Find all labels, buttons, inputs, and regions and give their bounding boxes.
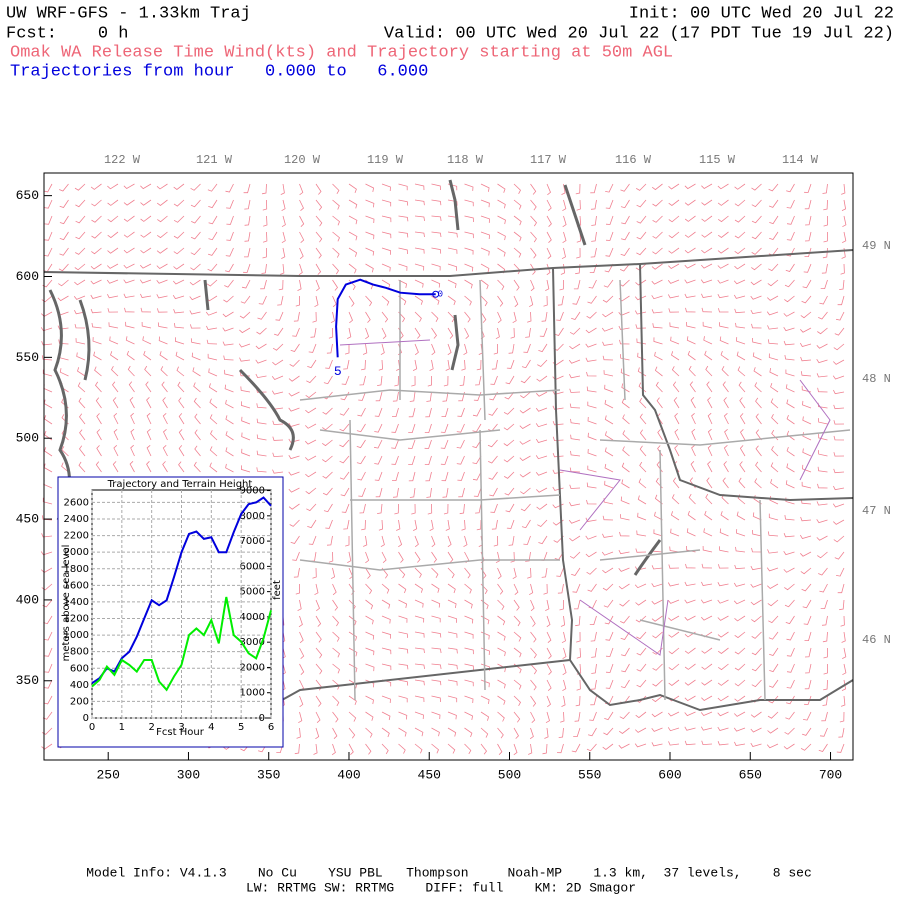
longitude-label: 117 W [530,153,567,167]
x-tick-label: 550 [578,767,601,782]
trajectory-end [432,290,440,298]
y-tick-label: 450 [16,511,39,526]
y2-tick-label: 4000 [240,612,265,623]
longitude-label: 120 W [284,153,321,167]
latitude-label: 47 N [862,504,891,518]
y2-tick-label: 1000 [240,688,265,699]
x-tick-label: 400 [337,767,360,782]
footer-line2: LW: RRTMG SW: RRTMG DIFF: full KM: 2D Sm… [246,880,636,895]
map-frame [43,172,854,761]
inset-y2-label: feet [272,580,283,600]
title: UW WRF-GFS - 1.33km Traj [6,4,251,23]
y-tick-label: 350 [16,673,39,688]
y-tick-label: 600 [70,663,89,674]
y2-tick-label: 7000 [240,536,265,547]
x-tick-label: 500 [498,767,521,782]
inset-frame [57,476,284,748]
latitude-label: 46 N [862,633,891,647]
y2-tick-label: 6000 [240,561,265,572]
trajectory-range: Trajectories from hour 0.000 to 6.000 [10,62,428,81]
trajectory [335,278,436,358]
series-line [91,496,272,685]
y2-tick-label: 5000 [240,587,265,598]
y-tick-label: 1800 [64,564,89,575]
latitude-label: 49 N [862,239,891,253]
valid: Valid: 00 UTC Wed 20 Jul 22 (17 PDT Tue … [384,24,894,43]
y-tick-label: 600 [16,269,39,284]
y-tick-label: 2600 [64,497,89,508]
y-tick-label: 800 [70,647,89,658]
x-tick-label: 350 [257,767,280,782]
inset-y-label: meters above sea level [61,545,72,662]
x-tick-label: 250 [97,767,120,782]
fcst: Fcst: 0 h [6,24,128,43]
footer-line1: Model Info: V4.1.3 No Cu YSU PBL Thompso… [86,865,812,880]
y-tick-label: 1600 [64,580,89,591]
y-tick-label: 1400 [64,597,89,608]
y-tick-label: 1000 [64,630,89,641]
x-tick-label: 1 [119,722,125,733]
longitude-label: 114 W [782,153,819,167]
y-tick-label: 400 [70,680,89,691]
x-tick-label: 600 [658,767,681,782]
longitude-label: 115 W [699,153,736,167]
y-tick-label: 2200 [64,531,89,542]
longitude-label: 122 W [104,153,141,167]
inset-x-label: Fcst Hour [156,727,205,738]
y2-tick-label: 3000 [240,637,265,648]
longitude-label: 116 W [615,153,652,167]
y-tick-label: 400 [16,592,39,607]
x-tick-label: 300 [177,767,200,782]
x-tick-label: 450 [418,767,441,782]
y-tick-label: 1200 [64,614,89,625]
y2-tick-label: 2000 [240,662,265,673]
longitude-label: 118 W [447,153,484,167]
longitude-label: 119 W [367,153,404,167]
geography [43,179,854,712]
y2-tick-label: 9000 [240,486,265,497]
trajectory-start-label: 5 [334,364,342,379]
series-line [91,596,272,692]
x-tick-label: 3 [178,722,184,733]
x-tick-label: 700 [819,767,842,782]
longitude-label: 121 W [196,153,233,167]
x-tick-label: 4 [208,722,214,733]
x-tick-label: 6 [268,722,274,733]
x-tick-label: 5 [238,722,244,733]
subtitle: Omak WA Release Time Wind(kts) and Traje… [10,43,673,62]
latitude-label: 48 N [862,372,891,386]
y2-tick-label: 0 [259,713,265,724]
y-tick-label: 2000 [64,547,89,558]
y-tick-label: 550 [16,350,39,365]
init: Init: 00 UTC Wed 20 Jul 22 [629,4,894,23]
x-tick-label: 0 [89,722,95,733]
inset-title: Trajectory and Terrain Height [107,479,253,490]
y-tick-label: 650 [16,188,39,203]
y-tick-label: 500 [16,431,39,446]
y-tick-label: 0 [83,713,89,724]
x-tick-label: 2 [148,722,154,733]
y-tick-label: 200 [70,696,89,707]
y-tick-label: 2400 [64,514,89,525]
y2-tick-label: 8000 [240,511,265,522]
trajectory-end-label: 0 [438,290,443,300]
x-tick-label: 650 [739,767,762,782]
